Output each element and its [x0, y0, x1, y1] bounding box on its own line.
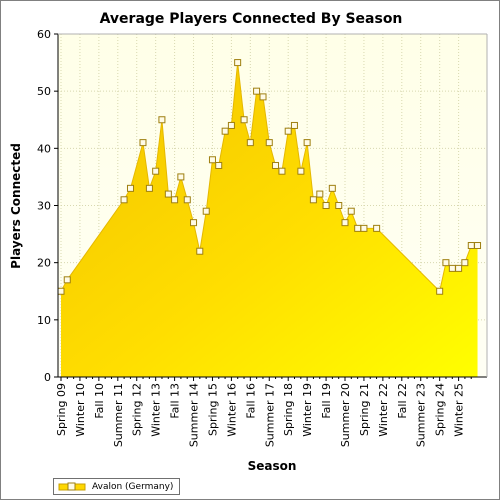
- legend: Avalon (Germany): [53, 478, 181, 495]
- data-point: [126, 184, 134, 192]
- data-point: [164, 190, 172, 198]
- x-tick-label: Winter 16: [225, 383, 238, 437]
- data-point: [335, 202, 343, 209]
- data-point: [455, 264, 463, 272]
- y-axis-title: Players Connected: [9, 143, 23, 269]
- chart-title: Average Players Connected By Season: [100, 11, 403, 27]
- x-tick-label: Spring 24: [434, 383, 447, 436]
- data-point: [354, 224, 362, 232]
- x-tick-label: Winter 19: [301, 383, 314, 437]
- series-area: [61, 62, 478, 377]
- data-point: [177, 173, 185, 181]
- data-point: [152, 167, 160, 175]
- data-point: [278, 167, 286, 175]
- data-point: [322, 202, 330, 209]
- data-point: [309, 196, 317, 204]
- y-tick-label: 50: [37, 85, 51, 98]
- data-point: [303, 139, 311, 147]
- legend-label: Avalon (Germany): [92, 481, 174, 492]
- data-point: [221, 127, 229, 135]
- data-point: [467, 242, 475, 250]
- x-tick-label: Summer 20: [339, 383, 352, 447]
- x-tick-label: Spring 15: [206, 383, 219, 436]
- data-point: [290, 121, 298, 129]
- data-point: [360, 224, 368, 232]
- data-point: [259, 93, 267, 101]
- data-point: [436, 287, 444, 295]
- data-point: [474, 242, 482, 250]
- data-point: [328, 184, 336, 192]
- x-tick-label: Spring 18: [282, 383, 295, 436]
- data-point: [373, 224, 381, 232]
- y-tick-label: 40: [37, 142, 51, 155]
- x-tick-label: Winter 13: [150, 383, 163, 437]
- x-tick-label: Spring 12: [131, 383, 144, 436]
- y-tick-label: 60: [37, 28, 51, 41]
- data-point: [341, 219, 349, 227]
- data-point: [284, 127, 292, 135]
- marker-layer: [57, 59, 482, 295]
- data-point: [448, 264, 456, 272]
- x-axis-title: Season: [248, 459, 297, 473]
- data-point: [234, 59, 242, 67]
- data-point: [183, 196, 191, 204]
- data-point: [63, 276, 71, 284]
- data-point: [316, 190, 324, 198]
- y-tick-label: 30: [37, 200, 51, 213]
- y-tick-label: 10: [37, 314, 51, 327]
- data-point: [139, 139, 147, 147]
- data-point: [227, 121, 235, 129]
- x-tick-label: Fall 22: [396, 383, 409, 419]
- data-point: [208, 156, 216, 164]
- x-tick-label: Spring 21: [358, 383, 371, 436]
- data-point: [240, 116, 248, 124]
- data-point: [246, 139, 254, 147]
- data-point: [215, 161, 223, 169]
- data-point: [442, 259, 450, 267]
- data-point: [253, 87, 261, 95]
- data-point: [196, 247, 204, 255]
- axis-layer: [54, 33, 488, 381]
- y-tick-label: 0: [44, 371, 51, 384]
- x-tick-label: Summer 23: [415, 383, 428, 447]
- x-tick-label: Summer 11: [112, 383, 125, 447]
- data-point: [57, 287, 65, 295]
- data-point: [190, 219, 198, 227]
- y-tick-labels: 0 10 20 30 40 50 60: [37, 28, 51, 384]
- x-tick-label: Summer 14: [188, 383, 201, 447]
- data-point: [297, 167, 305, 175]
- x-tick-labels: Spring 09 Winter 10 Fall 10 Summer 11 Spring…: [55, 383, 466, 447]
- x-tick-label: Fall 10: [93, 383, 106, 419]
- x-tick-label: Winter 25: [453, 383, 466, 437]
- x-tick-label: Summer 17: [263, 383, 276, 447]
- data-point: [265, 139, 273, 147]
- data-point: [158, 116, 166, 124]
- data-point: [461, 259, 469, 267]
- data-point: [171, 196, 179, 204]
- data-point: [120, 196, 128, 204]
- data-point: [347, 207, 355, 215]
- x-tick-label: Winter 10: [74, 383, 87, 437]
- data-point: [272, 161, 280, 169]
- data-point: [145, 184, 153, 192]
- data-point: [202, 207, 210, 215]
- x-tick-label: Fall 16: [244, 383, 257, 419]
- y-tick-label: 20: [37, 257, 51, 270]
- legend-swatch: [58, 482, 86, 491]
- x-tick-label: Spring 09: [55, 383, 68, 436]
- x-tick-label: Winter 22: [377, 383, 390, 437]
- x-tick-label: Fall 13: [169, 383, 182, 419]
- x-tick-label: Fall 19: [320, 383, 333, 419]
